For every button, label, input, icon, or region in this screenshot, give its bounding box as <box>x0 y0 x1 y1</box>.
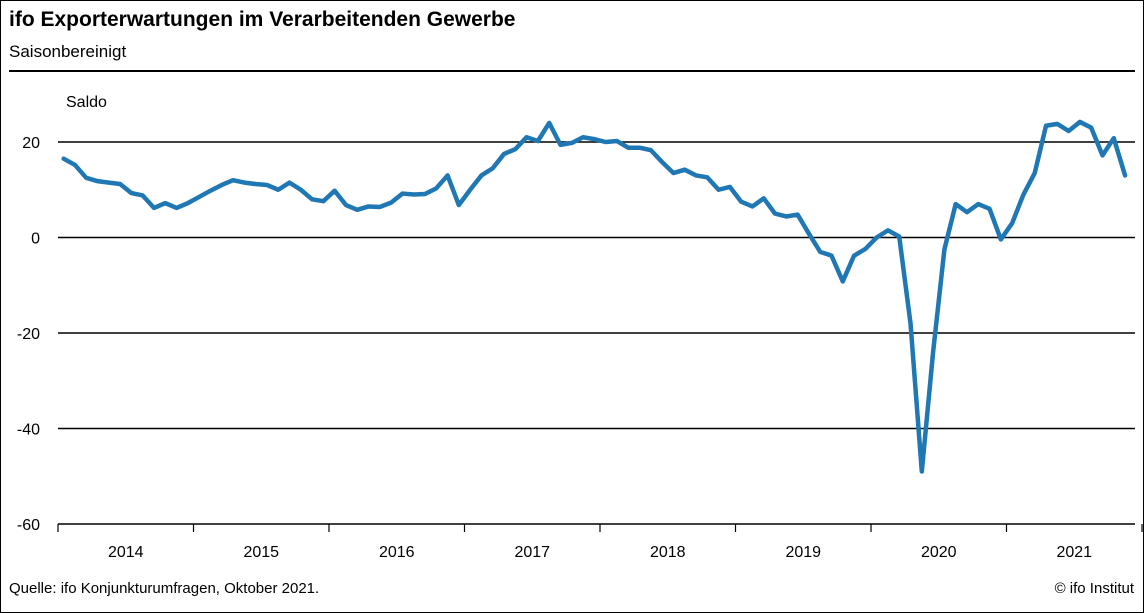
x-tick-label-2018: 2018 <box>650 544 686 561</box>
copyright-note: © ifo Institut <box>1054 580 1134 597</box>
y-axis-label: Saldo <box>66 94 107 111</box>
series-layer <box>61 119 1128 474</box>
source-note: Quelle: ifo Konjunkturumfragen, Oktober … <box>9 580 320 597</box>
x-tick-label-2014: 2014 <box>108 544 144 561</box>
x-tick-label-2017: 2017 <box>514 544 550 561</box>
x-tick-label-2015: 2015 <box>243 544 279 561</box>
series-line-0 <box>61 119 1128 474</box>
y-tick-labels: -60 -40 -20 0 20 <box>17 135 40 534</box>
chart-title: ifo Exporterwartungen im Verarbeitenden … <box>9 8 516 31</box>
x-tick-label-2021: 2021 <box>1056 544 1092 561</box>
y-tick-label-0: 0 <box>31 231 40 248</box>
x-tick-labels: 2014 2015 2016 2017 2018 2019 2020 2021 <box>108 544 1092 561</box>
header-rule <box>9 70 1135 72</box>
y-tick-label-20: 20 <box>22 135 40 152</box>
y-tick-label--20: -20 <box>17 326 40 343</box>
chart-subtitle: Saisonbereinigt <box>9 42 127 61</box>
y-tick-label--60: -60 <box>17 517 40 534</box>
x-tick-label-2016: 2016 <box>379 544 415 561</box>
x-tick-label-2020: 2020 <box>921 544 957 561</box>
y-tick-label--40: -40 <box>17 422 40 439</box>
x-axis <box>57 523 1143 532</box>
x-tick-label-2019: 2019 <box>785 544 821 561</box>
